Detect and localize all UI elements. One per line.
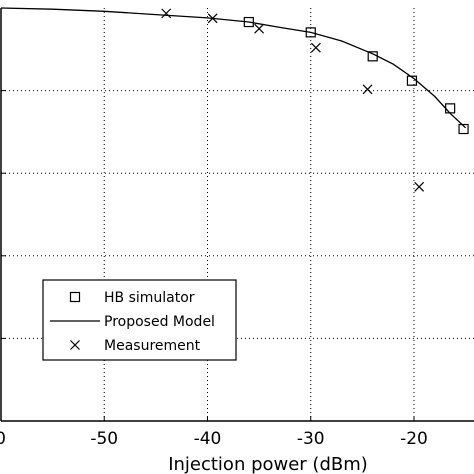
hb-simulator-point	[305, 27, 316, 38]
measurement-point	[362, 84, 373, 95]
x-tick-label: -50	[90, 429, 118, 449]
measurement-point	[161, 8, 172, 19]
legend-square-icon	[69, 291, 81, 303]
series-layer	[0, 7, 469, 192]
x-axis-label: Injection power (dBm)	[168, 454, 368, 474]
legend-label: HB simulator	[104, 290, 195, 306]
measurement-point	[310, 42, 321, 53]
proposed-model-line	[0, 7, 467, 129]
x-tick-label: -20	[400, 429, 428, 449]
legend-label: Proposed Model	[104, 314, 215, 330]
measurement-point	[414, 181, 425, 192]
legend-label: Measurement	[104, 338, 201, 354]
measurement-point	[207, 13, 218, 24]
hb-simulator-point	[445, 103, 456, 114]
hb-simulator-point	[458, 123, 469, 135]
x-tick-label: 60	[0, 429, 6, 449]
measurement-point	[254, 23, 265, 34]
legend: HB simulator Proposed Model Measurement	[42, 279, 237, 361]
x-tick-label: -40	[194, 429, 222, 449]
x-tick-label: -30	[297, 429, 325, 449]
legend-box	[42, 279, 237, 361]
legend-cross-icon	[70, 340, 80, 350]
axis-ticks: 60 -50 -40 -30 -20	[0, 90, 428, 449]
